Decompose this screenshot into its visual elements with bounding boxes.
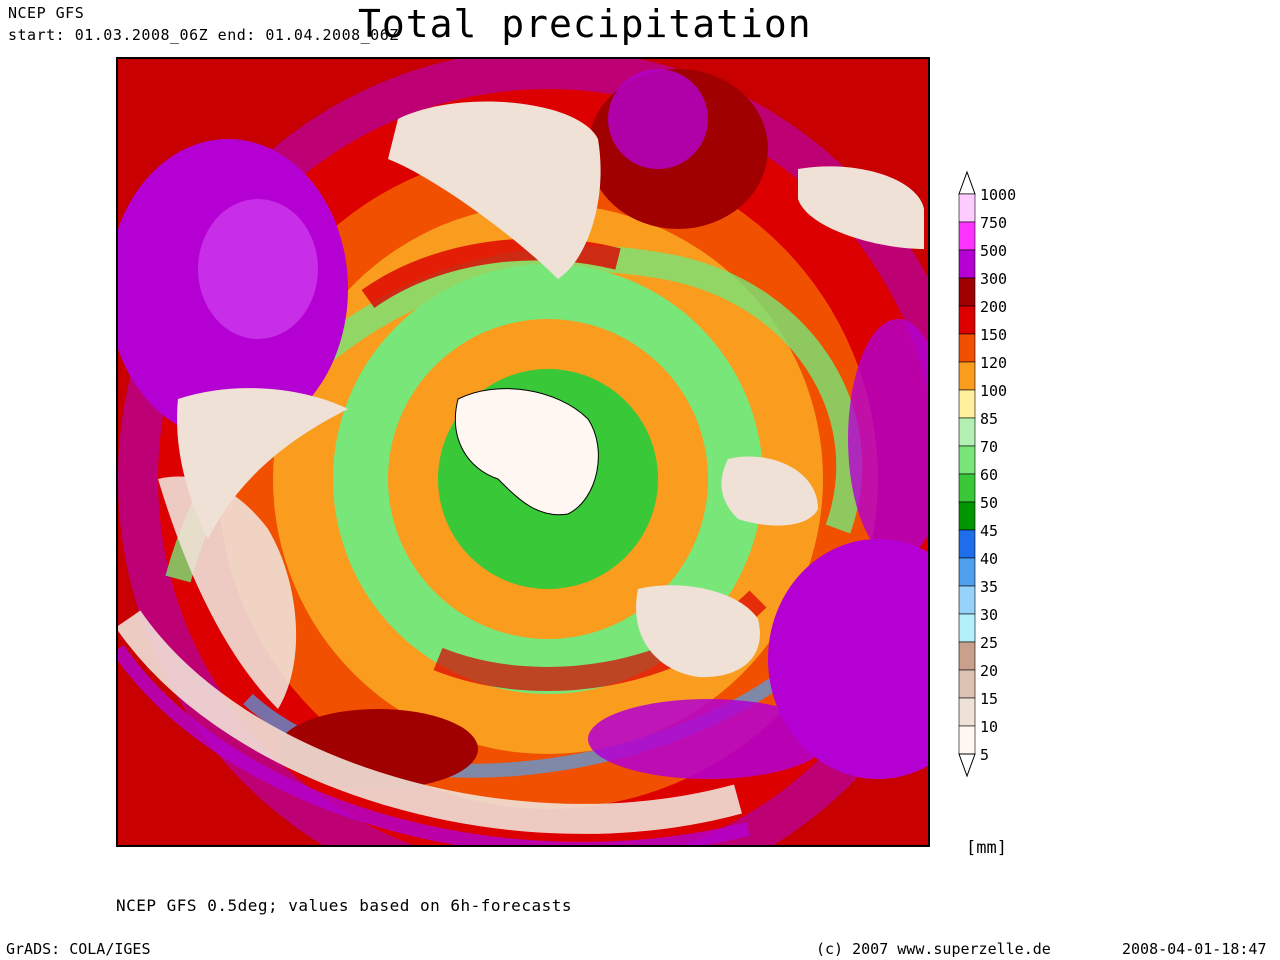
colorbar [958,170,976,778]
colorbar-swatch [958,725,976,755]
colorbar-tick-label: 500 [980,242,1008,260]
colorbar-tick-label: 35 [980,578,999,596]
colorbar-tick-label: 100 [980,382,1008,400]
colorbar-swatch [958,417,976,447]
colorbar-swatch [958,585,976,615]
colorbar-tick-label: 1000 [980,186,1017,204]
colorbar-tick-label: 40 [980,550,999,568]
colorbar-tick-label: 50 [980,494,999,512]
data-source-note: NCEP GFS 0.5deg; values based on 6h-fore… [116,896,572,915]
colorbar-tick-label: 120 [980,354,1008,372]
colorbar-swatch [958,669,976,699]
precipitation-map [116,57,930,847]
colorbar-tick-label: 300 [980,270,1008,288]
colorbar-swatch [958,277,976,307]
colorbar-bottom-arrow [958,753,976,778]
model-name: NCEP GFS [8,4,85,22]
colorbar-swatch [958,613,976,643]
colorbar-unit: [mm] [966,838,1007,858]
colorbar-swatch [958,221,976,251]
colorbar-tick-label: 30 [980,606,999,624]
forecast-period: start: 01.03.2008_06Z end: 01.04.2008_06… [8,26,399,44]
colorbar-tick-label: 45 [980,522,999,540]
copyright-notice: (c) 2007 www.superzelle.de [816,940,1051,958]
colorbar-swatch [958,473,976,503]
colorbar-tick-label: 150 [980,326,1008,344]
colorbar-swatch [958,529,976,559]
map-title: Total precipitation [358,2,812,46]
colorbar-tick-label: 60 [980,466,999,484]
colorbar-swatch [958,445,976,475]
colorbar-tick-label: 10 [980,718,999,736]
colorbar-swatch [958,641,976,671]
colorbar-tick-label: 25 [980,634,999,652]
colorbar-swatch [958,501,976,531]
render-timestamp: 2008-04-01-18:47 [1122,940,1267,958]
colorbar-tick-label: 750 [980,214,1008,232]
colorbar-top-arrow [958,170,976,195]
colorbar-swatch [958,249,976,279]
colorbar-swatch [958,333,976,363]
colorbar-swatch [958,305,976,335]
colorbar-tick-label: 70 [980,438,999,456]
map-graphic [118,59,928,845]
colorbar-swatch [958,697,976,727]
colorbar-swatch [958,193,976,223]
colorbar-tick-label: 20 [980,662,999,680]
software-credit: GrADS: COLA/IGES [6,940,151,958]
colorbar-swatch [958,361,976,391]
colorbar-tick-label: 15 [980,690,999,708]
colorbar-tick-label: 85 [980,410,999,428]
colorbar-swatch [958,389,976,419]
colorbar-tick-label: 5 [980,746,990,764]
colorbar-tick-label: 200 [980,298,1008,316]
colorbar-swatch [958,557,976,587]
